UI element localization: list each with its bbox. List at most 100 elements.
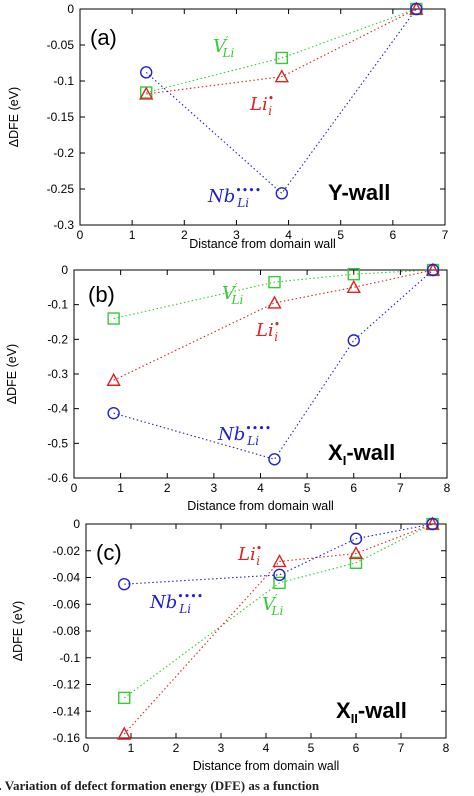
- series-line: [146, 8, 417, 95]
- series-label: V′ Li: [262, 592, 283, 618]
- series-line: [113, 269, 434, 320]
- data-point-circle: [140, 66, 153, 79]
- x-tick-label: 2: [164, 481, 171, 495]
- wall-label-sub: II: [351, 711, 358, 726]
- series-line: [113, 269, 434, 381]
- series-label-base: Li: [255, 320, 274, 341]
- series-square: V′ Li: [107, 263, 440, 325]
- data-point-square: [268, 275, 281, 289]
- series-label-base: V: [262, 594, 277, 615]
- wall-label: Y-wall: [328, 180, 390, 205]
- series-label-sub: Li: [231, 293, 244, 307]
- data-point-triangle: [139, 86, 154, 100]
- series-circle: Nb•••• Li: [140, 2, 423, 210]
- y-tick-label: -0.4: [47, 402, 68, 416]
- x-tick-label: 2: [181, 228, 188, 242]
- series-label-sub: Li: [236, 196, 249, 210]
- y-tick-label: -0.6: [47, 471, 68, 485]
- data-point-circle: [268, 453, 281, 466]
- y-tick-label: -0.3: [47, 367, 68, 381]
- x-tick-label: 7: [442, 228, 449, 242]
- series-label-sup: ••••: [235, 184, 261, 197]
- x-tick-label: 7: [397, 481, 404, 495]
- series-label-base: Li: [237, 544, 256, 565]
- y-tick-label: -0.04: [53, 571, 81, 585]
- wall-label-base: X: [336, 698, 351, 723]
- y-tick-label: -0.2: [47, 332, 68, 346]
- y-axis-label: ΔDFE (eV): [5, 344, 19, 404]
- data-point-triangle: [106, 372, 121, 386]
- data-point-triangle: [348, 545, 364, 560]
- x-tick-label: 0: [77, 228, 84, 242]
- series-label-base: Li: [249, 94, 268, 115]
- data-point-square: [349, 556, 363, 569]
- series-label-sub: Li: [246, 434, 259, 448]
- x-tick-label: 8: [444, 481, 451, 495]
- y-axis-label: ΔDFE (eV): [7, 87, 21, 147]
- data-point-square: [275, 51, 288, 65]
- series-label-base: V: [213, 36, 228, 57]
- series-line: [123, 523, 433, 735]
- panel-label: (b): [88, 282, 115, 307]
- series-label: Li• i: [249, 92, 274, 118]
- series-label-sup: ′: [226, 34, 229, 47]
- data-point-circle: [275, 187, 288, 200]
- series-label-sub: Li: [271, 604, 284, 618]
- panel-label: (a): [90, 25, 117, 50]
- series-label-sup: •: [268, 92, 275, 105]
- x-tick-label: 0: [83, 741, 90, 755]
- wall-label-sub: I: [343, 453, 347, 468]
- series-label: Nb•••• Li: [217, 422, 271, 448]
- data-point-circle: [426, 517, 439, 531]
- y-axis-label: ΔDFE (eV): [11, 601, 25, 661]
- series-line: [145, 8, 417, 195]
- wall-label-base: X: [328, 440, 343, 465]
- y-tick-label: 0: [67, 2, 74, 16]
- y-tick-label: -0.1: [59, 651, 80, 665]
- y-tick-label: -0.1: [53, 74, 74, 88]
- data-point-circle: [410, 2, 423, 16]
- x-tick-label: 4: [285, 228, 292, 242]
- y-tick-label: 0: [73, 517, 80, 531]
- data-point-triangle: [117, 726, 132, 740]
- x-tick-label: 1: [128, 741, 135, 755]
- data-point-triangle: [346, 279, 361, 294]
- series-square: V′ Li: [140, 2, 423, 99]
- y-tick-label: -0.16: [53, 731, 81, 745]
- data-point-square: [273, 576, 286, 590]
- x-tick-label: 5: [304, 481, 311, 495]
- x-tick-label: 5: [308, 741, 315, 755]
- data-point-circle: [349, 532, 363, 545]
- series-label: V′ Li: [222, 281, 243, 307]
- x-tick-label: 3: [218, 741, 225, 755]
- x-tick-label: 4: [263, 741, 270, 755]
- y-tick-label: -0.1: [47, 298, 68, 312]
- series-label-sub: i: [268, 104, 272, 118]
- series-label-base: V: [222, 283, 237, 304]
- data-point-triangle: [267, 295, 282, 309]
- series-label-sub: i: [256, 554, 260, 568]
- wall-label-tail: -wall: [346, 440, 395, 465]
- series-label-sub: i: [274, 330, 278, 344]
- x-tick-label: 8: [443, 741, 450, 755]
- y-tick-label: -0.5: [47, 436, 68, 450]
- wall-label-base: Y-wall: [328, 180, 390, 205]
- y-tick-label: -0.02: [53, 544, 81, 558]
- x-axis-label: Distance from domain wall: [193, 759, 340, 773]
- y-tick-label: -0.3: [53, 218, 74, 232]
- panel-label: (c): [96, 540, 122, 565]
- series-line: [123, 523, 433, 699]
- x-axis-label: Distance from domain wall: [189, 237, 336, 251]
- data-point-triangle: [274, 69, 289, 83]
- wall-label: XII-wall: [336, 698, 407, 726]
- x-tick-label: 7: [398, 741, 405, 755]
- series-label-sup: ′: [235, 281, 238, 294]
- series-label: V′ Li: [213, 34, 234, 60]
- data-point-triangle: [272, 553, 287, 568]
- series-triangle: Li• i: [139, 1, 424, 118]
- series-label-sup: ′: [275, 592, 278, 605]
- chart-panel-3: 0 1 2 3 4 5 6 7 8 0 -0.02 -0.04 -0.06 -0.08 -0.1 -0.12 -…: [11, 516, 450, 773]
- data-point-square: [107, 312, 120, 325]
- y-tick-label: -0.05: [47, 38, 75, 52]
- data-point-circle: [118, 577, 131, 591]
